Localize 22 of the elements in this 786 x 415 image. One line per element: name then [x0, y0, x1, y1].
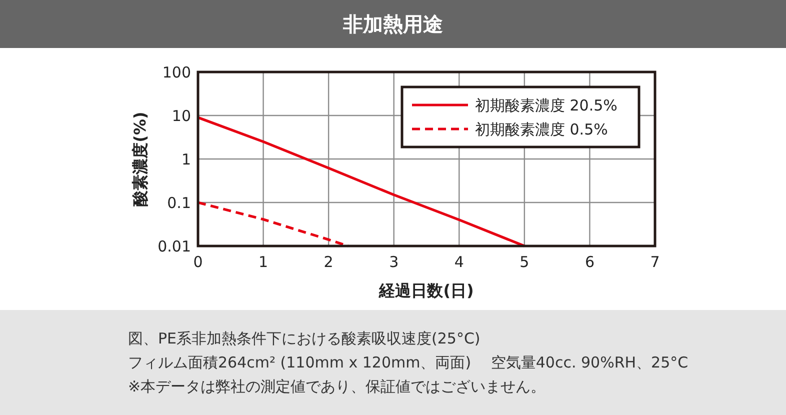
- text: 図、PE系非加熱条件下における酸素吸収速度(25°C): [128, 329, 480, 348]
- x-tick-label: 2: [324, 253, 334, 271]
- y-tick-label: 0.01: [158, 237, 191, 256]
- text: ※本データは弊社の測定値であり、保証値ではございません。: [128, 377, 546, 396]
- legend-label: 初期酸素濃度 0.5%: [475, 120, 608, 138]
- x-tick-label: 6: [584, 253, 594, 271]
- x-tick-label: 7: [650, 253, 660, 271]
- x-tick-label: 1: [258, 253, 268, 271]
- x-tick-label: 4: [454, 253, 464, 271]
- y-tick-label: 0.1: [167, 194, 191, 212]
- y-tick-label: 10: [172, 106, 191, 125]
- chart-title: 非加熱用途: [342, 12, 443, 36]
- x-tick-label: 0: [193, 253, 203, 271]
- y-tick-label: 1: [181, 150, 191, 168]
- x-tick-label: 3: [389, 253, 399, 271]
- x-tick-label: 5: [520, 253, 530, 271]
- y-axis-title: 酸素濃度(%): [130, 112, 150, 206]
- y-tick-label: 100: [162, 63, 191, 82]
- line-series: [196, 201, 350, 248]
- legend-label: 初期酸素濃度 20.5%: [475, 96, 618, 114]
- text: フィルム面積264cm² (110mm x 120mm、両面) 空気量40cc. 90%RH、25°C: [128, 353, 688, 372]
- x-axis-title: 経過日数(日): [378, 281, 474, 300]
